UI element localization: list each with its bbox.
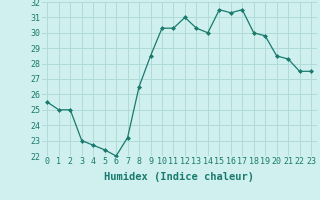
X-axis label: Humidex (Indice chaleur): Humidex (Indice chaleur) [104, 172, 254, 182]
